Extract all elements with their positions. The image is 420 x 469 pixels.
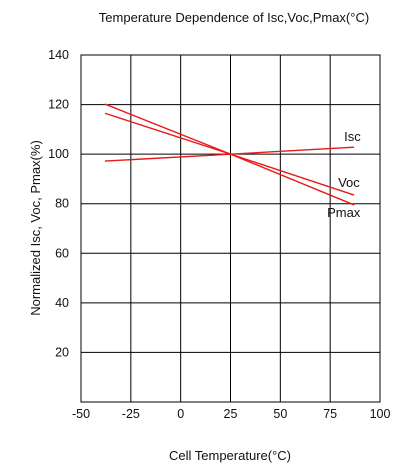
x-tick-labels: -50 -25 0 25 50 75 100 [72, 407, 391, 421]
x-tick-label-4: 50 [273, 407, 287, 421]
grid [81, 55, 380, 402]
series-label-pmax: Pmax [327, 205, 361, 220]
y-tick-label-0: 20 [55, 345, 69, 359]
y-tick-labels: 20 40 60 80 100 120 140 [48, 48, 69, 359]
x-tick-label-1: -25 [122, 407, 140, 421]
chart-title: Temperature Dependence of Isc,Voc,Pmax(°… [99, 10, 369, 25]
series-line-pmax [104, 103, 355, 206]
y-tick-label-3: 80 [55, 197, 69, 211]
x-tick-label-2: 0 [177, 407, 184, 421]
y-tick-label-1: 40 [55, 296, 69, 310]
y-tick-label-6: 140 [48, 48, 69, 62]
y-tick-label-4: 100 [48, 147, 69, 161]
x-tick-label-0: -50 [72, 407, 90, 421]
x-tick-label-6: 100 [370, 407, 391, 421]
y-tick-label-5: 120 [48, 98, 69, 112]
series-layer [104, 103, 355, 206]
series-labels: Isc Voc Pmax [327, 129, 361, 220]
x-tick-label-5: 75 [323, 407, 337, 421]
x-axis-label: Cell Temperature(°C) [169, 448, 291, 463]
y-axis-label: Normalized Isc, Voc, Pmax(%) [28, 140, 43, 316]
x-tick-label-3: 25 [224, 407, 238, 421]
y-tick-label-2: 60 [55, 246, 69, 260]
series-label-voc: Voc [338, 175, 360, 190]
plot-frame [80, 54, 381, 403]
series-label-isc: Isc [344, 129, 361, 144]
